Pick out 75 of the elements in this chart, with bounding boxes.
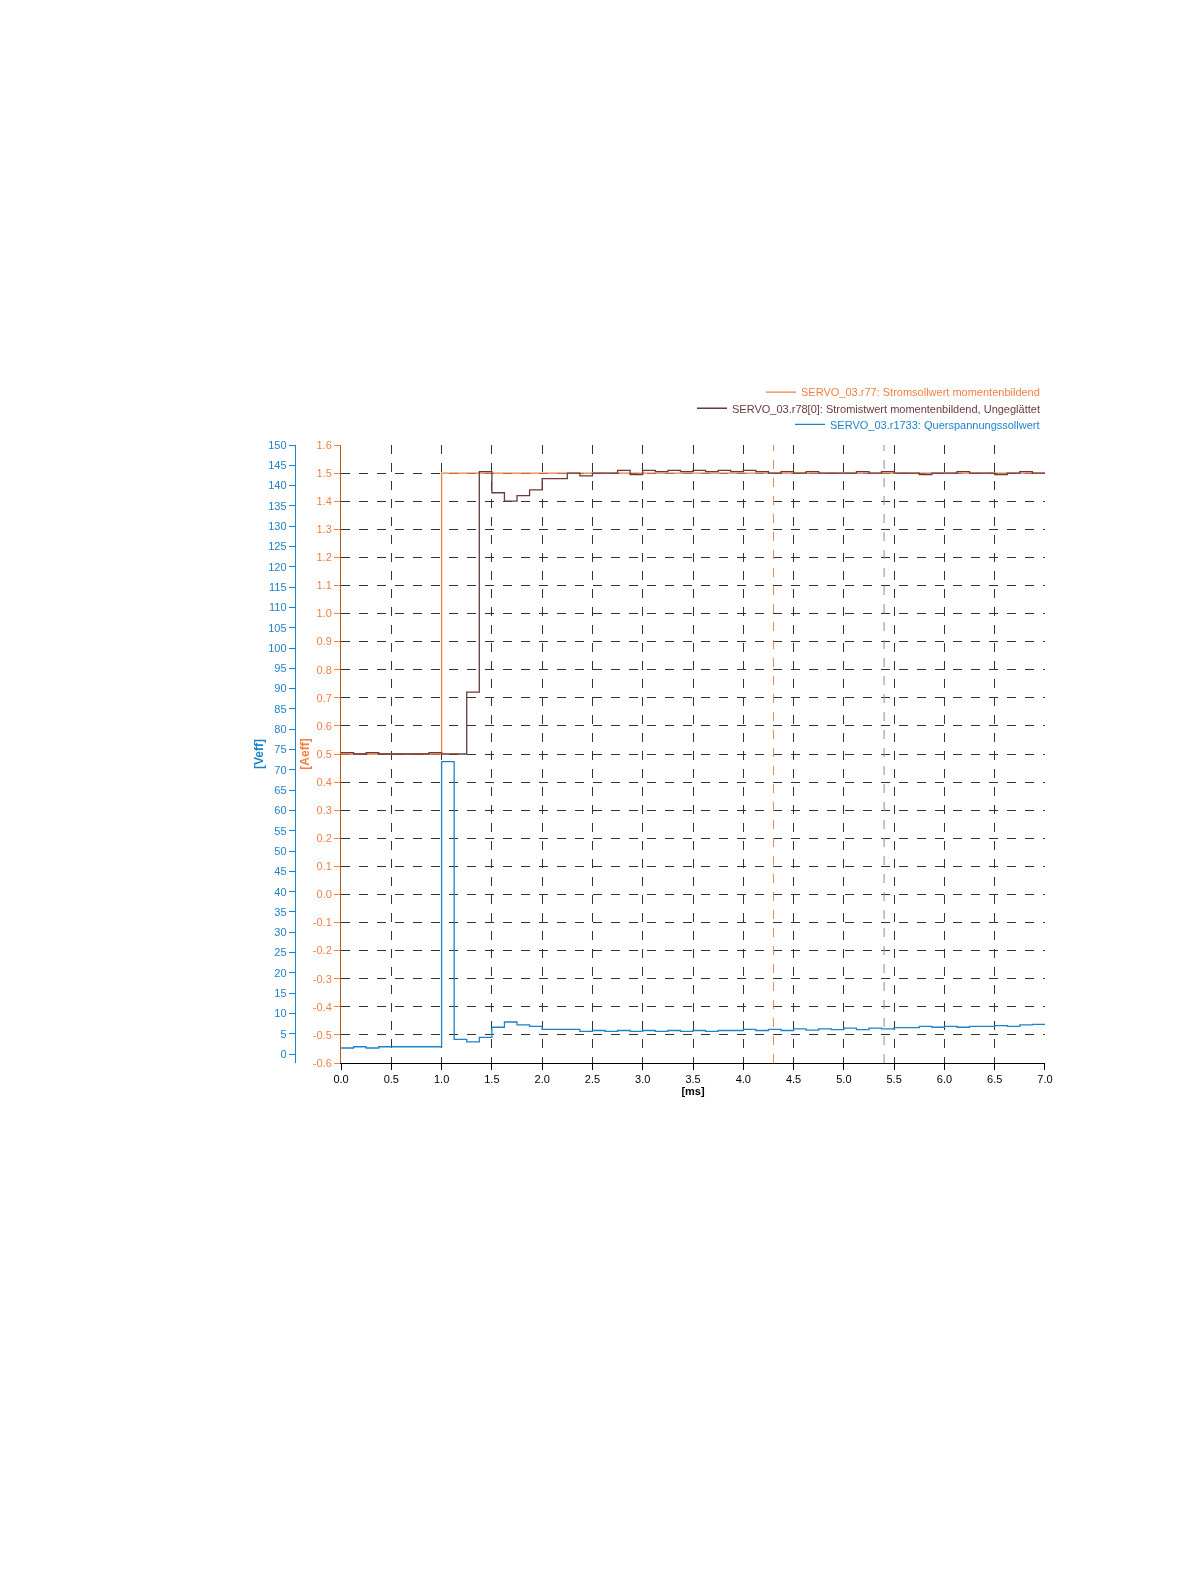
y2-tick-label: 20	[274, 966, 287, 979]
y2-tick-label: 65	[274, 783, 287, 796]
x-tick-label: 6.5	[987, 1073, 1003, 1086]
y-tick-label: -0.5	[312, 1028, 332, 1041]
y2-tick-label: 40	[274, 885, 287, 898]
legend-label: SERVO_03.r77: Stromsollwert momentenbildend	[801, 386, 1040, 399]
y2-tick-label: 115	[268, 580, 287, 593]
y2-tick-label: 35	[274, 905, 287, 918]
y-tick-label: -0.2	[312, 944, 332, 957]
legend-label: SERVO_03.r1733: Querspannungssollwert	[830, 418, 1040, 431]
y2-tick-label: 145	[268, 459, 287, 472]
y-tick-label: 1.4	[316, 495, 332, 508]
x-tick-label: 5.5	[886, 1073, 902, 1086]
y-tick-label: -0.1	[312, 916, 332, 929]
y-tick-label: -0.6	[312, 1056, 332, 1069]
y2-tick-label: 110	[268, 601, 287, 614]
x-tick-label: 6.0	[936, 1073, 953, 1086]
x-tick-label: 5.0	[836, 1073, 852, 1086]
y-tick-label: 0.4	[316, 775, 332, 788]
legend-label: SERVO_03.r78[0]: Stromistwert momentenbildend, Ungeglättet	[732, 402, 1040, 415]
y2-tick-label: 5	[280, 1027, 287, 1040]
y2-axis-title: [Veff]	[252, 739, 267, 769]
y-tick-label: -0.4	[312, 1000, 332, 1013]
x-tick-label: 3.0	[635, 1073, 651, 1086]
y-tick-label: 0.3	[316, 804, 332, 817]
y-axis-title: [Aeff]	[298, 738, 313, 770]
y-tick-label: 1.1	[316, 579, 332, 592]
y2-tick-label: 75	[274, 743, 287, 756]
y2-tick-label: 70	[274, 763, 287, 776]
y2-tick-label: 45	[274, 865, 287, 878]
y-tick-label: 1.6	[316, 438, 332, 451]
x-tick-label: 0.0	[333, 1073, 349, 1086]
y2-tick-label: 105	[268, 621, 287, 634]
y-tick-label: 1.2	[316, 551, 332, 564]
y2-tick-label: 55	[274, 824, 287, 837]
y2-tick-label: 50	[274, 844, 287, 857]
y2-tick-label: 80	[274, 723, 287, 736]
y-tick-label: 0.7	[316, 691, 332, 704]
y2-tick-label: 60	[274, 804, 287, 817]
y2-tick-label: 10	[274, 1007, 287, 1020]
x-tick-label: 3.5	[685, 1073, 701, 1086]
y-tick-label: 0.6	[316, 719, 332, 732]
y2-tick-label: 125	[268, 540, 287, 553]
y-tick-label: 0.5	[316, 747, 332, 760]
y-tick-label: 0.2	[316, 832, 332, 845]
x-tick-label: 7.0	[1037, 1073, 1053, 1086]
x-axis-title: [ms]	[681, 1085, 705, 1098]
y2-tick-label: 0	[280, 1047, 287, 1060]
y2-tick-label: 135	[268, 499, 287, 512]
y-tick-label: -0.3	[312, 972, 332, 985]
x-tick-label: 1.5	[484, 1073, 500, 1086]
x-tick-label: 4.0	[735, 1073, 751, 1086]
y2-tick-label: 25	[274, 946, 287, 959]
x-tick-label: 2.5	[584, 1073, 601, 1086]
y-tick-label: 1.3	[316, 523, 332, 536]
y2-tick-label: 90	[274, 682, 287, 695]
y2-tick-label: 95	[274, 662, 287, 675]
y-tick-label: 1.0	[316, 607, 332, 620]
x-tick-label: 4.5	[785, 1073, 802, 1086]
y2-tick-label: 150	[268, 438, 287, 451]
y2-tick-label: 30	[274, 926, 287, 939]
y2-tick-label: 140	[268, 479, 287, 492]
y-tick-label: 0.9	[316, 635, 332, 648]
y2-tick-label: 120	[268, 560, 287, 573]
y2-tick-label: 130	[268, 520, 287, 533]
x-tick-label: 2.0	[534, 1073, 550, 1086]
x-tick-label: 0.5	[383, 1073, 399, 1086]
y-tick-label: 0.0	[316, 888, 332, 901]
y2-tick-label: 15	[274, 987, 287, 1000]
y-tick-label: 0.8	[316, 663, 332, 676]
y2-tick-label: 100	[268, 641, 287, 654]
y-tick-label: 1.5	[316, 466, 332, 479]
y2-tick-label: 85	[274, 702, 287, 715]
x-tick-label: 1.0	[433, 1073, 450, 1086]
y-tick-label: 0.1	[316, 860, 332, 873]
